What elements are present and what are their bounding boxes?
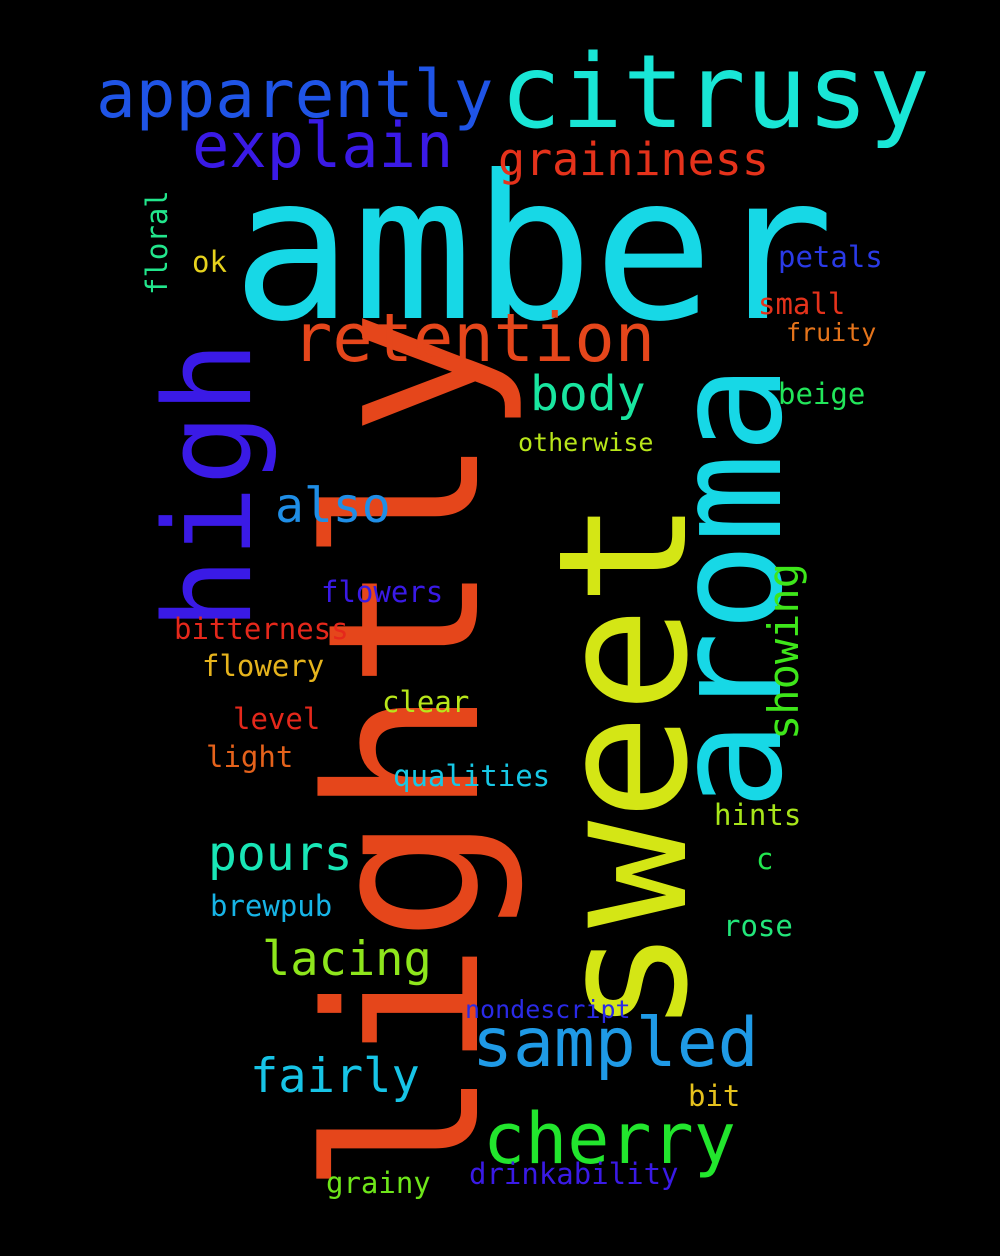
- word-flowery: flowery: [202, 649, 325, 683]
- word-sampled: sampled: [472, 1004, 759, 1083]
- word-graininess: graininess: [498, 133, 769, 186]
- word-ok: ok: [192, 245, 227, 279]
- word-nondescript: nondescript: [465, 995, 631, 1024]
- word-body: body: [530, 366, 646, 422]
- word-beige: beige: [778, 377, 866, 411]
- word-amber: amber: [232, 133, 835, 366]
- word-lacing: lacing: [262, 932, 432, 987]
- word-high: high: [140, 341, 279, 630]
- word-pours: pours: [208, 826, 353, 882]
- word-petals: petals: [778, 240, 883, 274]
- word-qualities: qualities: [393, 759, 551, 793]
- word-also: also: [275, 478, 391, 534]
- word-otherwise: otherwise: [518, 428, 654, 457]
- word-c: c: [756, 842, 774, 876]
- word-grainy: grainy: [326, 1166, 431, 1200]
- word-retention: retention: [292, 299, 656, 377]
- word-bit: bit: [688, 1079, 741, 1113]
- word-floral: floral: [140, 190, 174, 295]
- word-cherry: cherry: [483, 1098, 736, 1180]
- word-citrusy: citrusy: [500, 33, 930, 152]
- word-light: light: [206, 740, 294, 774]
- word-fairly: fairly: [250, 1049, 420, 1104]
- word-fruity: fruity: [786, 318, 877, 347]
- word-apparently: apparently: [96, 56, 494, 133]
- word-bitterness: bitterness: [174, 612, 349, 646]
- word-showing: showing: [759, 562, 808, 740]
- word-small: small: [758, 287, 846, 321]
- word-rose: rose: [723, 909, 793, 943]
- word-flowers: flowers: [321, 575, 444, 609]
- word-brewpub: brewpub: [210, 889, 333, 923]
- word-level: level: [233, 702, 321, 736]
- word-explain: explain: [192, 109, 454, 182]
- word-clear: clear: [382, 685, 470, 719]
- word-drinkability: drinkability: [469, 1157, 679, 1191]
- word-hints: hints: [714, 798, 802, 832]
